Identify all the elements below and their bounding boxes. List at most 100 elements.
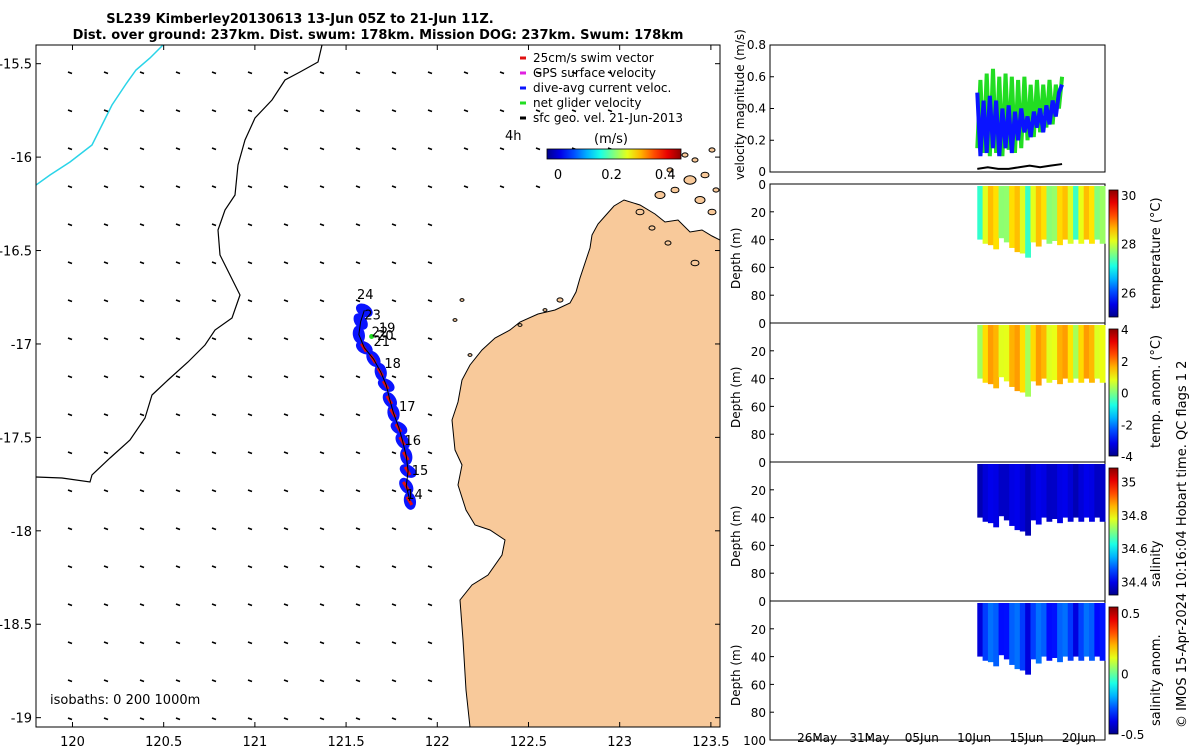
- geo-vector: [247, 641, 253, 645]
- salinity-anomaly-section-cell: [1099, 603, 1106, 661]
- geo-vector: [103, 375, 109, 379]
- geo-vector: [391, 299, 397, 303]
- temperature-anomaly-section-cell: [1025, 325, 1031, 397]
- y-tick-label: -18: [11, 525, 32, 540]
- salinity-anomaly-section-cell: [1019, 603, 1026, 671]
- y-tick-label: 40: [751, 512, 766, 526]
- geo-vector: [103, 147, 109, 151]
- geo-vector: [427, 641, 433, 645]
- geo-vector: [283, 413, 289, 417]
- geo-vector: [211, 603, 217, 607]
- salinity-section-cell: [987, 464, 994, 524]
- temperature-section-cell: [1078, 186, 1085, 244]
- geo-vector: [247, 489, 253, 493]
- salinity-anomaly-section-cell: [1025, 603, 1031, 675]
- colorbar-tick-label: 0.2: [601, 168, 622, 183]
- salinity-section-colorbar: [1108, 467, 1119, 596]
- temperature-anomaly-section-cell: [1019, 325, 1026, 393]
- temperature-section-cell: [1099, 186, 1106, 244]
- salinity-anomaly-section-cell: [982, 603, 989, 661]
- geo-vector: [175, 71, 181, 75]
- geo-vector: [427, 603, 433, 607]
- temperature-anomaly-section-cell: [1073, 325, 1079, 379]
- temperature-section-cell: [987, 186, 994, 246]
- geo-vector: [391, 185, 397, 189]
- geo-vector: [391, 375, 397, 379]
- geo-vector: [247, 451, 253, 455]
- salinity-section-cell: [1019, 464, 1026, 532]
- geo-vector: [319, 603, 325, 607]
- geo-vector: [211, 375, 217, 379]
- colorbar-label: (m/s): [594, 132, 628, 147]
- geo-vector: [211, 489, 217, 493]
- y-tick-label: -17: [11, 338, 32, 353]
- geo-vector: [355, 603, 361, 607]
- geo-vector: [355, 185, 361, 189]
- geo-vector: [283, 527, 289, 531]
- temperature-section-cell: [1073, 186, 1079, 240]
- geo-vector: [355, 71, 361, 75]
- geo-vector: [319, 299, 325, 303]
- x-tick-label: 123: [607, 735, 632, 750]
- day-label: 24: [357, 288, 374, 303]
- geo-vector: [319, 375, 325, 379]
- geo-vector: [175, 185, 181, 189]
- geo-vector: [139, 451, 145, 455]
- geo-vector: [391, 147, 397, 151]
- temperature-anomaly-section-cell: [1030, 325, 1037, 382]
- day-label: 14: [406, 488, 423, 503]
- y-tick-label: 0: [758, 595, 766, 609]
- geo-vector: [247, 223, 253, 227]
- geo-vector: [103, 565, 109, 569]
- geo-vector: [67, 489, 73, 493]
- geo-vector: [211, 451, 217, 455]
- geo-vector: [283, 71, 289, 75]
- geo-vector: [319, 489, 325, 493]
- geo-vector: [139, 717, 145, 721]
- geo-vector: [175, 527, 181, 531]
- geo-vector: [103, 337, 109, 341]
- y-tick-label: 40: [751, 373, 766, 387]
- geo-vector: [427, 413, 433, 417]
- geo-vector: [391, 337, 397, 341]
- salinity-section-cell: [1009, 464, 1016, 526]
- island: [648, 225, 656, 231]
- island: [654, 191, 666, 199]
- y-tick-label: 0.4: [747, 102, 766, 116]
- geo-vector: [427, 185, 433, 189]
- temperature-anomaly-section-cell: [982, 325, 989, 383]
- island: [666, 167, 674, 173]
- geo-vector: [175, 565, 181, 569]
- y-tick-label: 60: [751, 400, 766, 414]
- geo-vector: [499, 185, 505, 189]
- geo-vector: [211, 527, 217, 531]
- salinity-anomaly-section-cell: [1014, 603, 1021, 670]
- colorbar-tick-label: 0: [1121, 387, 1129, 401]
- geo-vector: [175, 603, 181, 607]
- y-tick-label: 60: [751, 678, 766, 692]
- temperature-anomaly-section: 0 20 40 60 80 Depth (m) -4 -2 0 2 4 temp. anom. (°C…: [729, 317, 1164, 464]
- temperature-anomaly-section-cell: [1009, 325, 1016, 387]
- geo-vector: [211, 641, 217, 645]
- island: [690, 259, 700, 267]
- temperature-section-cell: [1089, 186, 1095, 244]
- geo-vector: [175, 261, 181, 265]
- geo-vector: [175, 717, 181, 721]
- day-label: 15: [412, 464, 429, 479]
- salinity-anomaly-section-cell: [1009, 603, 1016, 665]
- day-label: 16: [404, 434, 421, 449]
- temperature-anomaly-section-cell: [1003, 325, 1010, 382]
- y-tick-label: 40: [751, 651, 766, 665]
- salinity-section: 0 20 40 60 80 Depth (m) 34.4 34.6 34.8 35 salinity: [729, 456, 1164, 602]
- velocity-series-1: [975, 83, 1064, 157]
- net-velocity-marker: [369, 333, 375, 339]
- salinity-section-cell: [993, 464, 1000, 528]
- geo-vector: [139, 109, 145, 113]
- geo-vector: [211, 223, 217, 227]
- colorbar-tick-label: 0.5: [1121, 607, 1140, 621]
- geo-vector: [175, 299, 181, 303]
- geo-vector: [427, 223, 433, 227]
- geo-vector: [247, 71, 253, 75]
- geo-vector: [319, 337, 325, 341]
- salinity-anomaly-section-cell: [987, 603, 994, 663]
